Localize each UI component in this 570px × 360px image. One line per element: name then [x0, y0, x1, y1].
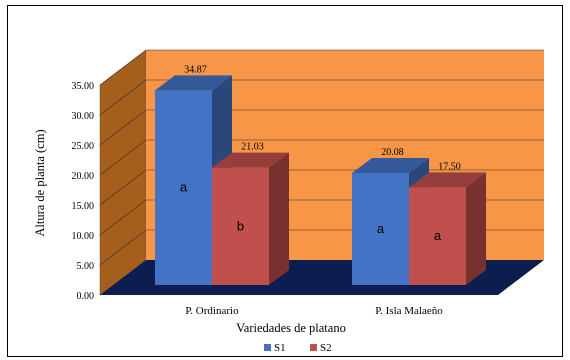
x-tick-label: P. Ordinario: [185, 305, 239, 317]
bar-s2-0: [212, 167, 269, 285]
bar-side: [466, 172, 486, 285]
side-wall: [99, 49, 147, 296]
bar-top: [155, 75, 232, 91]
gridline: [99, 139, 544, 176]
bar-top: [212, 152, 289, 168]
x-axis-title: Variedades de platano: [236, 321, 346, 335]
y-tick-label: 5.00: [77, 261, 95, 272]
y-tick-label: 20.00: [72, 171, 95, 182]
y-tick-label: 15.00: [72, 201, 95, 212]
gridline: [99, 49, 544, 86]
bar-s2-1: [409, 187, 466, 285]
data-label: 20.08: [381, 147, 404, 158]
gridline: [99, 79, 544, 116]
data-label: 21.03: [241, 142, 264, 153]
bar-s1-1: [352, 172, 409, 285]
bar-side: [269, 152, 289, 285]
legend-label-s2: S2: [320, 342, 332, 354]
significance-letter: b: [237, 218, 244, 233]
x-tick-label: P. Isla Malaeño: [375, 305, 443, 317]
bar-chart: 0.00 5.00 10.00 15.00 20.00 25.00 30.00 35.00 3…: [33, 49, 544, 354]
y-tick-label: 10.00: [72, 231, 95, 242]
bar-s1-0: [155, 90, 212, 285]
data-label: 17.50: [438, 161, 461, 172]
legend-swatch-s1: [264, 344, 271, 351]
y-tick-label: 0.00: [77, 291, 95, 302]
y-tick-label: 30.00: [72, 111, 95, 122]
bar-top: [352, 157, 429, 173]
y-axis-title: Altura de planta (cm): [33, 129, 47, 236]
y-tick-label: 35.00: [72, 81, 95, 92]
data-label: 34.87: [184, 64, 207, 75]
significance-letter: a: [377, 221, 385, 236]
significance-letter: a: [180, 180, 188, 195]
y-tick-label: 25.00: [72, 141, 95, 152]
chart-frame: 0.00 5.00 10.00 15.00 20.00 25.00 30.00 35.00 3…: [7, 5, 563, 357]
gridline: [99, 109, 544, 146]
legend-label-s1: S1: [274, 342, 286, 354]
bar-top: [409, 172, 486, 188]
significance-letter: a: [434, 228, 442, 243]
legend-swatch-s2: [310, 344, 317, 351]
legend: S1 S2: [264, 342, 332, 354]
